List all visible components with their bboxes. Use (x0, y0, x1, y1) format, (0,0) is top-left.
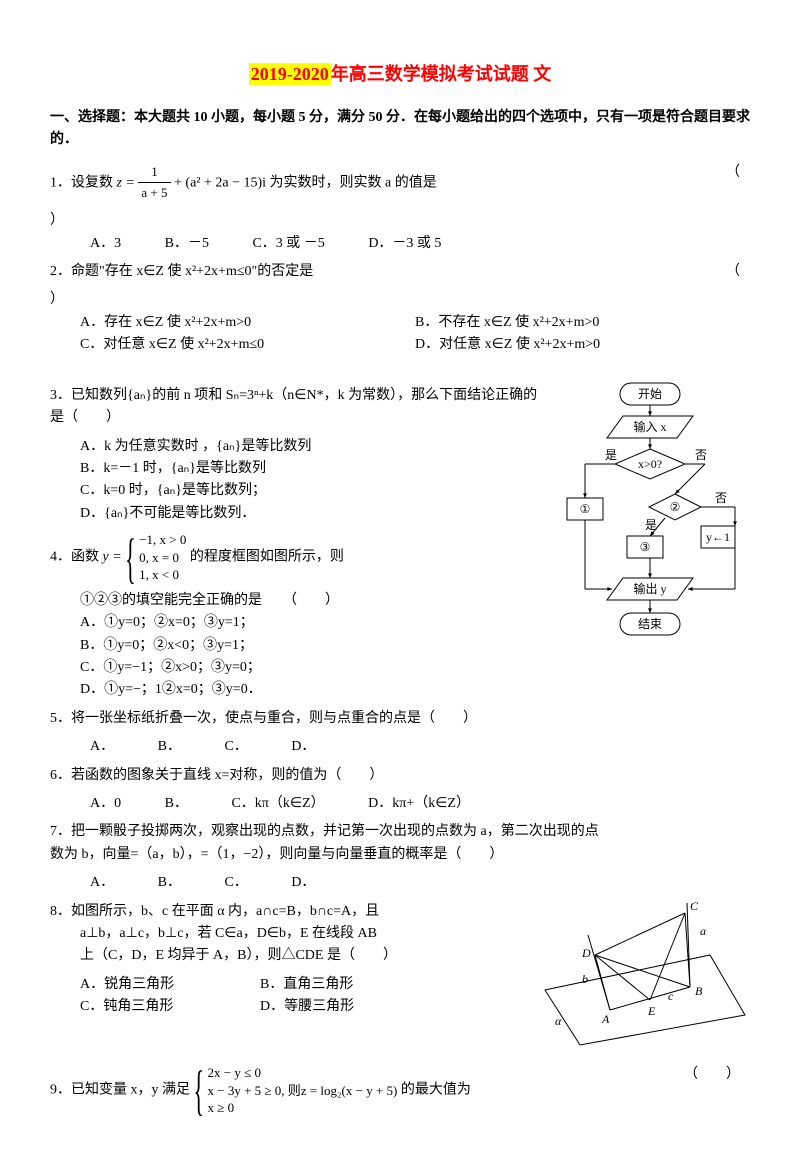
svg-text:是: 是 (605, 448, 617, 462)
q2-opt-c: C．对任意 x∈Z 使 x²+2x+m≤0 (80, 334, 415, 356)
q1-stem-pre: 1．设复数 (50, 175, 117, 190)
q2-paren: （ (726, 261, 740, 283)
q1-fraction: 1 a + 5 (138, 162, 170, 205)
q4-opt-d: D．①y=−；1②x=0；③y=0． (50, 679, 750, 701)
q2-opts-row2: C．对任意 x∈Z 使 x²+2x+m≤0 D．对任意 x∈Z 使 x²+2x+… (50, 334, 750, 356)
question-4: 4．函数 y = −1, x > 0 0, x = 0 1, x < 0 的程度… (50, 531, 750, 584)
q7-line2: 数为 b，向量=（a，b），=（1，−2），则向量与向量垂直的概率是（ ） (50, 844, 750, 866)
q4-opt-c: C．①y=−1；②x>0；③y=0； (50, 657, 750, 679)
q9-stem-pre: 9．已知变量 x，y 满足 (50, 1083, 194, 1098)
q1-paren2: ） (50, 210, 750, 232)
svg-text:α: α (555, 1014, 562, 1028)
q6-opt-b: B． (165, 793, 188, 815)
q5-options: A． B． C． D． (50, 736, 750, 758)
q9-paren: （ ） (684, 1064, 740, 1086)
q6-opt-a: A．0 (90, 793, 121, 815)
q4-piecewise: −1, x > 0 0, x = 0 1, x < 0 (125, 531, 186, 584)
q1-opt-d: D．－3 或 5 (368, 233, 441, 255)
q9-system: 2x − y ≤ 0 x − 3y + 5 ≥ 0, 则z = log₂(x −… (194, 1064, 398, 1117)
q6-opt-d: D．kπ+（k∈Z） (368, 793, 470, 815)
svg-text:②: ② (670, 500, 681, 514)
q1-z: z = (117, 175, 139, 190)
q1-options: A．3 B．－5 C．3 或 －5 D．－3 或 5 (50, 233, 750, 255)
q5-opt-c: C． (224, 736, 247, 758)
svg-text:x>0?: x>0? (638, 457, 662, 471)
q8-opts-row1: A．锐角三角形 B．直角三角形 (50, 974, 440, 996)
q8-opt-a: A．锐角三角形 (80, 974, 260, 996)
q7-options: A． B． C． D． (50, 872, 750, 894)
q5-opt-a: A． (90, 736, 114, 758)
question-6: 6．若函数的图象关于直线 x=对称，则的值为（ ） (50, 765, 750, 787)
question-7: 7．把一颗骰子投掷两次，观察出现的点数，并记第一次出现的点数为 a，第二次出现的… (50, 821, 750, 866)
question-3: 3．已知数列{aₙ}的前 n 项和 Sₙ=3ⁿ+k（n∈N*，k 为常数），那么… (50, 385, 750, 430)
q1-opt-a: A．3 (90, 233, 121, 255)
q8-opt-c: C．钝角三角形 (80, 996, 260, 1018)
q8-line1: 8．如图所示，b、c 在平面 α 内，a∩c=B，b∩c=A，且 (50, 901, 750, 923)
svg-text:B: B (695, 984, 703, 998)
question-5: 5．将一张坐标纸折叠一次，使点与重合，则与点重合的点是（ ） (50, 708, 750, 730)
q2-paren2: ） (50, 289, 750, 311)
q7-opt-b: B． (158, 872, 181, 894)
q1-stem-mid: + (a² + 2a − 15)i 为实数时，则实数 a 的值是 (174, 175, 437, 190)
q8-opt-d: D．等腰三角形 (260, 996, 440, 1018)
q2-opt-d: D．对任意 x∈Z 使 x²+2x+m>0 (415, 334, 750, 356)
svg-text:c: c (668, 989, 674, 1003)
q5-opt-b: B． (158, 736, 181, 758)
svg-text:E: E (647, 1004, 656, 1018)
question-8: 8．如图所示，b、c 在平面 α 内，a∩c=B，b∩c=A，且 a⊥b，a⊥c… (50, 901, 750, 968)
question-2: 2．命题"存在 x∈Z 使 x²+2x+m≤0"的否定是 （ (50, 261, 750, 283)
svg-text:否: 否 (715, 491, 727, 505)
q4-stem-post: 的程度框图如图所示，则 (190, 550, 344, 565)
title-year: 2019-2020 (249, 63, 331, 85)
q7-opt-d: D． (291, 872, 315, 894)
q2-opt-a: A．存在 x∈Z 使 x²+2x+m>0 (80, 312, 415, 334)
q8-opt-b: B．直角三角形 (260, 974, 440, 996)
title-rest: 年高三数学模拟考试试题 文 (331, 64, 552, 84)
q1-paren: （ (726, 162, 740, 184)
q2-opts-row1: A．存在 x∈Z 使 x²+2x+m>0 B．不存在 x∈Z 使 x²+2x+m… (50, 312, 750, 334)
q8-line2: a⊥b，a⊥c，b⊥c，若 C∈a，D∈b，E 在线段 AB (50, 923, 750, 945)
q8-opts-row2: C．钝角三角形 D．等腰三角形 (50, 996, 440, 1018)
q2-stem: 2．命题"存在 x∈Z 使 x²+2x+m≤0"的否定是 (50, 264, 313, 279)
q2-opt-b: B．不存在 x∈Z 使 x²+2x+m>0 (415, 312, 750, 334)
svg-text:否: 否 (695, 448, 707, 462)
svg-text:A: A (601, 1012, 610, 1026)
q1-opt-c: C．3 或 －5 (252, 233, 324, 255)
q1-opt-b: B．－5 (165, 233, 209, 255)
svg-text:是: 是 (645, 518, 657, 532)
q6-opt-c: C．kπ（k∈Z） (231, 793, 324, 815)
q8-line3: 上（C，D，E 均异于 A，B），则△CDE 是（ ） (50, 945, 750, 967)
q5-opt-d: D． (291, 736, 315, 758)
section-1-heading: 一、选择题：本大题共 10 小题，每小题 5 分，满分 50 分．在每小题给出的… (50, 107, 750, 152)
svg-text:结束: 结束 (638, 617, 662, 631)
svg-text:b: b (582, 972, 588, 986)
question-9: 9．已知变量 x，y 满足 2x − y ≤ 0 x − 3y + 5 ≥ 0,… (50, 1064, 750, 1117)
q7-line1: 7．把一颗骰子投掷两次，观察出现的点数，并记第一次出现的点数为 a，第二次出现的… (50, 821, 750, 843)
q7-opt-c: C． (224, 872, 247, 894)
q7-opt-a: A． (90, 872, 114, 894)
svg-text:①: ① (580, 502, 591, 516)
question-1: 1．设复数 z = 1 a + 5 + (a² + 2a − 15)i 为实数时… (50, 162, 750, 205)
page-title: 2019-2020年高三数学模拟考试试题 文 (50, 60, 750, 89)
q9-stem-post: 的最大值为 (401, 1083, 471, 1098)
q6-options: A．0 B． C．kπ（k∈Z） D．kπ+（k∈Z） (50, 793, 750, 815)
q4-stem-pre: 4．函数 (50, 550, 103, 565)
q3-stem: 3．已知数列{aₙ}的前 n 项和 Sₙ=3ⁿ+k（n∈N*，k 为常数），那么… (50, 388, 537, 425)
